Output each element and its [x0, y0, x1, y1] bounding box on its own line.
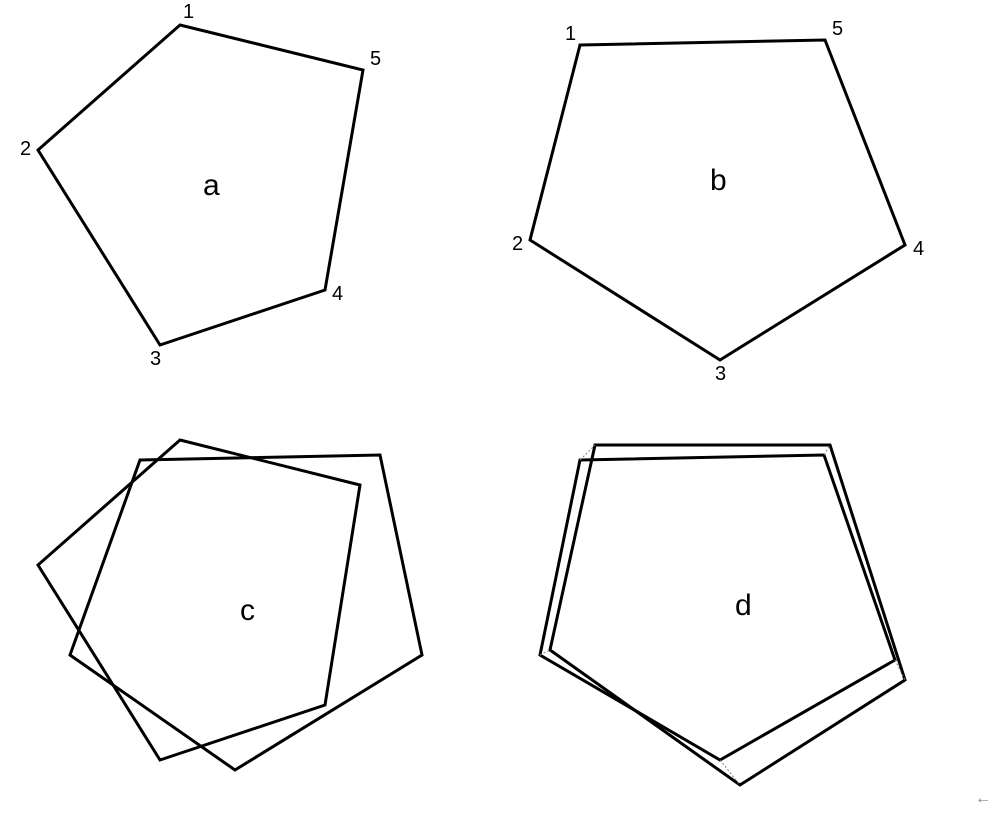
back-arrow-icon: ←	[975, 790, 991, 808]
panel-b: b 1 5 4 3 2	[512, 18, 924, 385]
panel-c: c	[38, 440, 422, 770]
polygon-c-1	[38, 440, 360, 760]
polygon-b	[530, 40, 905, 360]
polygon-a	[38, 25, 363, 345]
polygon-d-2	[550, 445, 905, 785]
panel-d: d	[540, 445, 905, 785]
vertex-a-2: 2	[20, 138, 31, 160]
vertex-b-3: 3	[715, 363, 726, 385]
panel-d-label: d	[735, 589, 752, 622]
vertex-b-5: 5	[832, 18, 843, 40]
vertex-a-3: 3	[150, 348, 161, 370]
vertex-a-4: 4	[332, 283, 343, 305]
vertex-b-1: 1	[565, 23, 576, 45]
diagram-canvas: a 1 5 4 3 2 b 1 5 4 3 2 c d	[0, 0, 1000, 822]
panel-a-label: a	[203, 169, 220, 202]
dotted-connectors-d	[540, 445, 905, 785]
vertex-a-1: 1	[183, 1, 194, 23]
vertex-a-5: 5	[370, 48, 381, 70]
vertex-b-2: 2	[512, 233, 523, 255]
panel-b-label: b	[710, 164, 727, 197]
panel-a: a 1 5 4 3 2	[20, 1, 381, 370]
vertex-b-4: 4	[913, 238, 924, 260]
panel-c-label: c	[240, 594, 255, 627]
polygon-d-1	[540, 455, 895, 760]
